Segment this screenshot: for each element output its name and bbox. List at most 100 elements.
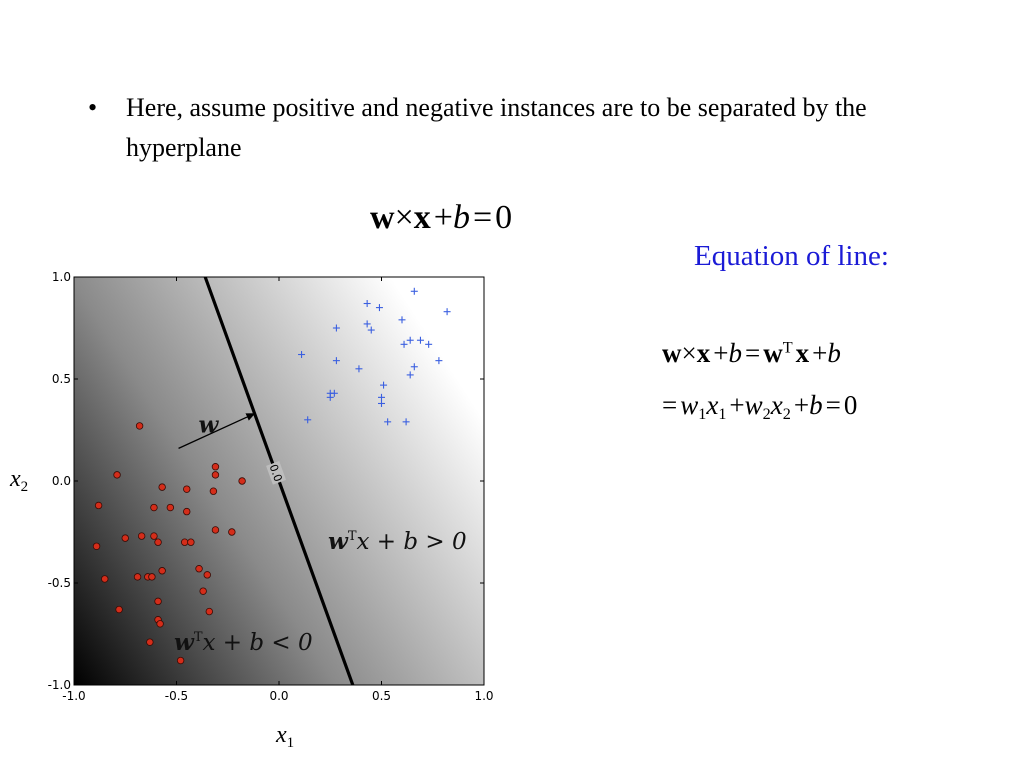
contour-label: 0.0	[266, 463, 284, 484]
negative-point	[180, 538, 189, 546]
eq2-x2: x	[770, 390, 783, 420]
eq1-x: x	[696, 338, 711, 368]
y-axis-label: x2	[9, 466, 28, 495]
negative-point	[158, 567, 166, 575]
line-equation-title: Equation of line:	[694, 240, 889, 272]
negative-point	[238, 477, 246, 485]
negative-point	[146, 638, 154, 646]
x-tick-label: 0.5	[372, 689, 391, 703]
positive-point	[298, 351, 306, 359]
negative-point	[92, 542, 101, 550]
negative-point	[205, 607, 213, 616]
x-tick-label: 1.0	[474, 689, 493, 703]
eq2-w1: w	[680, 390, 699, 420]
y-tick-label: 0.0	[52, 474, 71, 488]
eq-b: b	[452, 199, 470, 236]
negative-point	[133, 573, 142, 581]
eq-times: ×	[394, 199, 414, 236]
eq2-x2-sub: 2	[782, 404, 791, 423]
negative-point	[158, 483, 166, 491]
positive-point	[435, 357, 443, 365]
negative-point	[137, 532, 146, 540]
negative-point	[154, 597, 162, 606]
positive-point	[400, 340, 408, 348]
negative-point	[121, 534, 129, 542]
negative-point	[195, 565, 203, 573]
positive-point	[378, 399, 385, 407]
negative-point	[94, 501, 103, 510]
eq2-zero: 0	[843, 390, 858, 420]
negative-point	[199, 587, 207, 595]
eq2-plus2: +	[793, 390, 810, 420]
negative-point	[101, 575, 109, 583]
negative-point	[183, 507, 191, 516]
eq1-b2: b	[827, 338, 841, 368]
positive-point	[355, 365, 363, 373]
eq1-b: b	[728, 338, 742, 368]
positive-point	[402, 418, 410, 426]
x-axis-label: x1	[275, 722, 294, 751]
eq2-equals: =	[662, 390, 678, 420]
negative-point	[150, 532, 158, 540]
positive-point	[410, 363, 418, 371]
x-tick-label: 0.0	[269, 689, 288, 703]
positive-point	[406, 371, 414, 379]
eq-plus: +	[433, 199, 453, 236]
eq2-w2-sub: 2	[762, 404, 771, 423]
positive-point	[326, 393, 334, 401]
y-tick-label: 1.0	[52, 270, 71, 284]
eq2-equals2: =	[825, 390, 841, 420]
eq2-x1-sub: 1	[718, 404, 727, 423]
negative-point	[150, 503, 158, 512]
x-tick-label: -1.0	[62, 689, 85, 703]
positive-point	[425, 340, 433, 348]
eq1-x2: x	[795, 338, 810, 368]
y-tick-label: -0.5	[48, 576, 71, 590]
positive-point	[332, 357, 340, 365]
contour-label-gap	[266, 461, 287, 485]
negative-point	[183, 485, 191, 493]
positive-point	[363, 320, 371, 328]
negative-point	[148, 573, 156, 581]
positive-point	[363, 300, 371, 308]
bullet-symbol: •	[88, 93, 98, 122]
negative-point	[211, 526, 220, 534]
eq2-w1-sub: 1	[698, 404, 707, 423]
positive-point	[378, 393, 385, 401]
positive-point	[375, 304, 383, 312]
eq1-w: w	[662, 338, 682, 368]
positive-point	[410, 287, 418, 295]
positive-point	[443, 308, 451, 316]
negative-point	[166, 503, 175, 512]
eq1-w-transpose: w	[763, 338, 783, 368]
line-equation-row-1: w×x +b = wT x +b	[662, 338, 841, 369]
eq1-times: ×	[681, 338, 697, 368]
line-equation-row-2: = w1x1 +w2x2 +b = 0	[662, 390, 857, 424]
negative-point	[115, 605, 123, 614]
positive-point	[330, 389, 338, 397]
x-tick-label: -0.5	[165, 689, 188, 703]
eq-equals: =	[472, 199, 493, 236]
y-tick-label: 0.5	[52, 372, 71, 386]
eq2-plus: +	[729, 390, 745, 420]
region-label-negative: wTx + b < 0	[174, 629, 313, 656]
eq1-plus: +	[713, 338, 729, 368]
negative-point	[113, 471, 121, 479]
eq2-w2: w	[744, 390, 763, 420]
weight-vector-arrow	[178, 413, 256, 449]
eq-w: w	[370, 199, 395, 236]
negative-point	[228, 528, 236, 536]
eq1-transpose-sup: T	[782, 338, 793, 357]
region-label-positive: wTx + b > 0	[328, 528, 467, 555]
positive-point	[384, 418, 392, 426]
negative-point	[176, 656, 185, 665]
positive-point	[398, 316, 406, 324]
positive-point	[406, 336, 414, 344]
y-tick-label: -1.0	[48, 678, 71, 692]
positive-point	[367, 326, 375, 334]
negative-point	[203, 571, 211, 579]
positive-point	[380, 381, 388, 389]
negative-point	[211, 471, 220, 479]
negative-point	[135, 422, 144, 430]
negative-point	[211, 463, 220, 471]
